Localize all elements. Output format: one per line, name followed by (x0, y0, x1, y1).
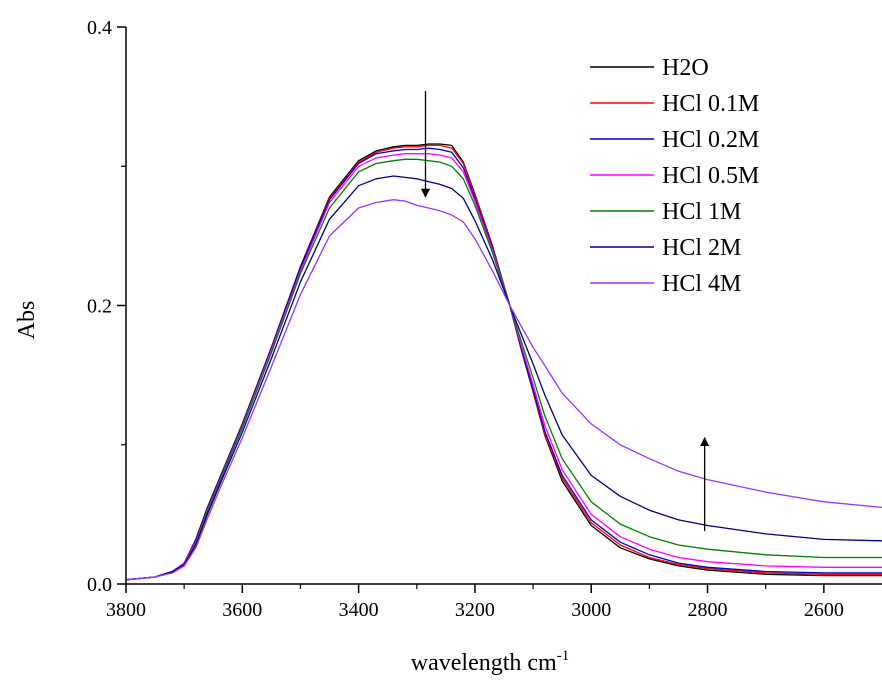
x-tick-label: 3200 (455, 599, 495, 621)
legend: H2O HCl 0.1M HCl 0.2M HCl 0.5M HCl 1M HCl 2M H… (590, 55, 759, 297)
x-axis-title-superscript: -1 (557, 648, 570, 664)
series-line-4 (125, 158, 882, 581)
x-tick-label: 2600 (804, 599, 844, 621)
legend-label: HCl 1M (662, 199, 741, 225)
annotations (420, 91, 710, 532)
series-line-6 (125, 199, 882, 581)
x-tick-label: 3600 (222, 599, 262, 621)
x-axis-title: wavelength cm-1 (411, 648, 569, 676)
legend-label: H2O (662, 55, 709, 81)
x-tick-label: 3000 (571, 599, 611, 621)
x-axis-title-text: wavelength cm (411, 650, 557, 676)
legend-label: HCl 0.2M (662, 127, 759, 153)
y-tick-label: 0.4 (87, 17, 112, 39)
y-tick-label: 0.0 (87, 574, 112, 596)
legend-label: HCl 0.1M (662, 91, 759, 117)
series-line-1 (125, 144, 882, 581)
series-line-2 (125, 147, 882, 581)
series-line-3 (125, 153, 882, 581)
axes: 3800 3600 3400 3200 3000 2800 2600 0.0 0.2 0.4 (87, 17, 882, 621)
x-tick-label: 3800 (106, 599, 146, 621)
x-tick-label: 2800 (688, 599, 728, 621)
x-tick-label: 3400 (339, 599, 379, 621)
y-tick-label: 0.2 (87, 296, 112, 318)
legend-label: HCl 2M (662, 235, 741, 261)
series-line-0 (125, 143, 882, 581)
series-line-5 (125, 175, 882, 581)
legend-label: HCl 4M (662, 271, 741, 297)
plot-lines (125, 143, 882, 581)
legend-label: HCl 0.5M (662, 163, 759, 189)
y-axis-title: Abs (14, 301, 40, 340)
